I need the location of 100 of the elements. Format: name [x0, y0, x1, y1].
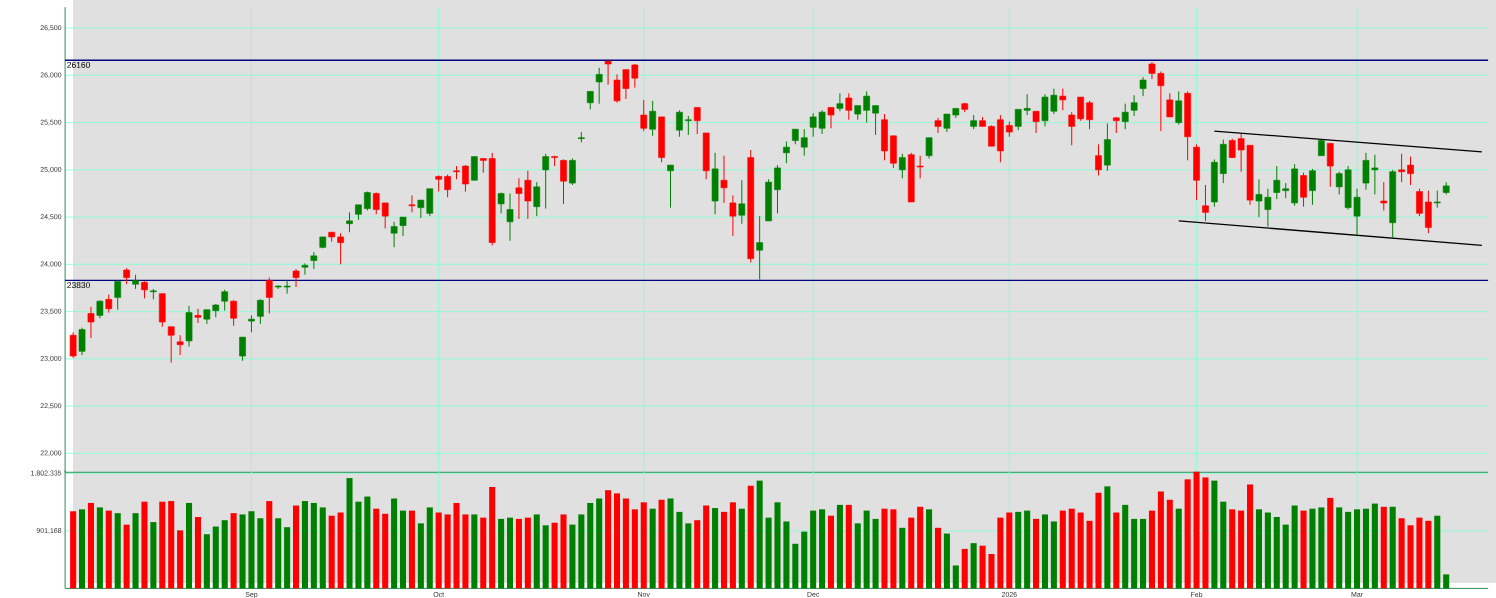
- candlestick: [257, 298, 264, 325]
- bar: [399, 510, 407, 589]
- bar: [943, 533, 950, 589]
- bar: [1362, 508, 1369, 589]
- bar: [578, 514, 585, 589]
- bar: [417, 523, 424, 589]
- bar: [194, 516, 201, 589]
- bar: [747, 485, 754, 589]
- candlestick: [87, 306, 95, 339]
- candlestick: [265, 277, 273, 314]
- candlestick: [399, 216, 407, 237]
- bar: [346, 478, 353, 589]
- bar: [792, 543, 799, 589]
- bar: [257, 518, 264, 589]
- candlestick: [1300, 172, 1307, 208]
- bar: [587, 502, 594, 589]
- candlestick: [774, 164, 781, 214]
- bar: [212, 526, 219, 589]
- bar: [533, 514, 540, 589]
- bar: [480, 517, 487, 589]
- bar: [364, 496, 371, 589]
- bar: [810, 510, 817, 589]
- bar: [114, 513, 121, 589]
- bar: [863, 510, 870, 589]
- candlestick: [863, 90, 870, 124]
- bar: [453, 502, 460, 589]
- candlestick: [934, 117, 942, 134]
- bar: [551, 522, 558, 589]
- bar: [373, 508, 380, 589]
- bar: [230, 513, 237, 589]
- bar: [70, 511, 77, 589]
- ref-line-label: 23830: [67, 282, 91, 289]
- candlestick: [827, 106, 835, 129]
- bar: [694, 520, 701, 589]
- bar: [301, 501, 308, 589]
- bar: [872, 518, 879, 589]
- candlestick: [1139, 76, 1147, 97]
- bar: [1041, 514, 1049, 589]
- candlestick: [800, 128, 808, 157]
- bar: [1095, 492, 1102, 589]
- candlestick: [390, 221, 398, 248]
- bar: [96, 507, 103, 589]
- bar: [1425, 520, 1432, 589]
- bar: [1345, 511, 1352, 589]
- bar: [1175, 508, 1182, 589]
- bar: [899, 527, 906, 589]
- bar: [293, 505, 300, 589]
- candlestick: [1326, 142, 1334, 188]
- bar: [685, 523, 692, 589]
- candlestick: [1059, 88, 1067, 111]
- bar: [1398, 518, 1405, 589]
- bar: [979, 545, 986, 589]
- candlestick: [1068, 111, 1076, 146]
- bar: [774, 502, 781, 589]
- candlestick: [1175, 90, 1183, 125]
- candlestick: [408, 194, 416, 213]
- bar: [1015, 511, 1022, 589]
- candlestick: [836, 92, 844, 112]
- candlestick: [346, 211, 353, 233]
- bar: [1086, 520, 1093, 589]
- candlestick: [1032, 110, 1040, 134]
- bar: [462, 514, 469, 589]
- candlestick: [729, 194, 737, 237]
- candlestick: [640, 99, 648, 132]
- bar: [1264, 512, 1271, 589]
- bar: [658, 499, 665, 589]
- bar: [1407, 525, 1414, 589]
- candlestick: [1416, 188, 1423, 217]
- bar: [1220, 501, 1227, 589]
- candlestick: [69, 331, 77, 359]
- bar: [1113, 512, 1120, 589]
- candlestick: [167, 326, 175, 364]
- bar: [934, 527, 942, 589]
- bar: [640, 502, 647, 589]
- candlestick: [78, 327, 86, 356]
- bar: [649, 508, 656, 589]
- bar: [310, 502, 317, 589]
- bar: [952, 565, 959, 589]
- candlestick: [506, 192, 514, 242]
- candlestick: [533, 181, 541, 217]
- bar: [355, 501, 362, 589]
- candlestick: [667, 164, 674, 209]
- bar: [1006, 512, 1013, 589]
- candlestick: [301, 262, 309, 276]
- candlestick: [1130, 94, 1138, 117]
- bar: [961, 548, 968, 589]
- candlestick: [604, 60, 612, 86]
- bar: [712, 508, 719, 589]
- candlestick: [925, 137, 933, 159]
- bar: [203, 534, 210, 589]
- bar: [435, 512, 442, 589]
- candlestick: [337, 232, 344, 265]
- bar: [1238, 510, 1245, 589]
- bar: [1184, 479, 1191, 589]
- bar: [703, 505, 710, 589]
- bar: [489, 487, 496, 589]
- bar: [622, 498, 629, 589]
- candlestick: [310, 251, 318, 270]
- bar: [801, 531, 808, 589]
- bar: [1229, 509, 1236, 589]
